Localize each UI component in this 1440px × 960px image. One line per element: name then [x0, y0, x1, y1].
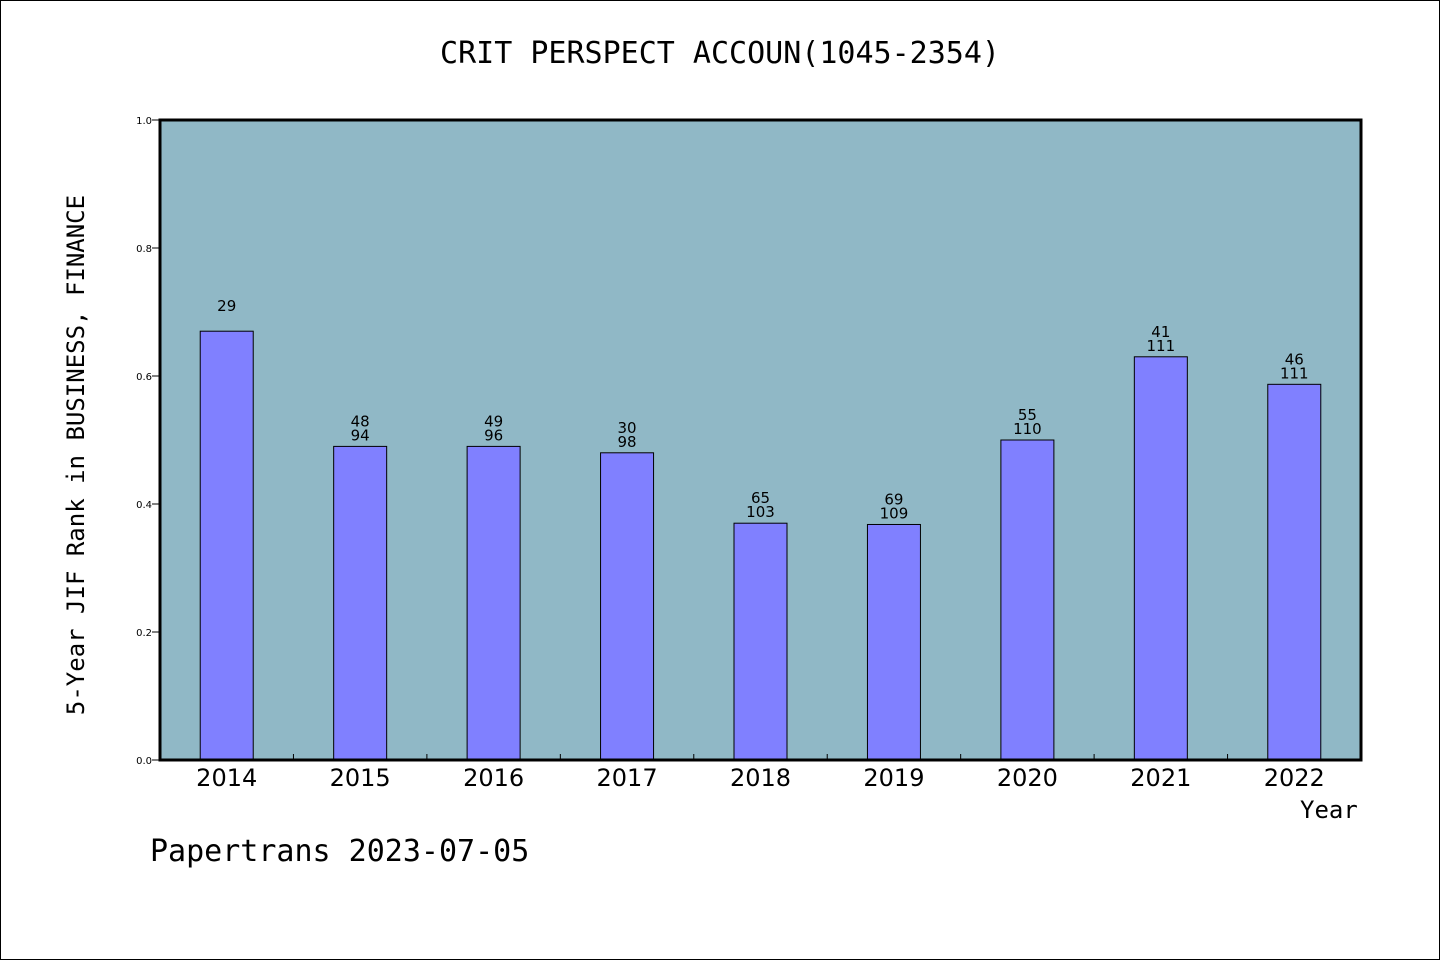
- bar-data-label: 111: [1147, 337, 1176, 355]
- x-tick-label: 2021: [1130, 764, 1191, 792]
- bar-data-label: 41: [1151, 323, 1170, 341]
- bar: [1000, 439, 1055, 761]
- bar-data-label: 65: [751, 489, 770, 507]
- chart-title: CRIT PERSPECT ACCOUN(1045-2354): [440, 36, 1000, 71]
- bar-data-label: 94: [351, 426, 370, 444]
- x-tick-label: 2020: [997, 764, 1058, 792]
- bar-data-label: 96: [484, 426, 503, 444]
- bar: [866, 523, 921, 761]
- x-tick-label: 2015: [330, 764, 391, 792]
- bar-data-label: 103: [746, 503, 775, 521]
- bar-data-label: 49: [484, 412, 503, 430]
- y-tick-label: 0.2: [136, 628, 152, 639]
- bar: [733, 522, 788, 761]
- bar-data-label: 109: [880, 504, 909, 522]
- y-tick-label: 0.0: [136, 756, 152, 767]
- bar-data-label: 98: [618, 433, 637, 451]
- x-tick-label: 2014: [196, 764, 257, 792]
- y-tick-label: 0.4: [136, 500, 152, 511]
- bar: [199, 330, 254, 761]
- y-tick-label: 1.0: [136, 116, 152, 127]
- x-tick-label: 2016: [463, 764, 524, 792]
- bar-data-label: 55: [1018, 406, 1037, 424]
- plot-border: [158, 118, 1363, 762]
- bar-data-label: 69: [884, 490, 903, 508]
- bar-data-label: 110: [1013, 420, 1042, 438]
- y-tick-label: 0.8: [136, 244, 152, 255]
- bar-data-label: 111: [1280, 364, 1309, 382]
- x-axis-label: Year: [1300, 796, 1358, 824]
- bar-data-label: 46: [1285, 350, 1304, 368]
- bar-data-label: 29: [217, 297, 236, 315]
- bar: [333, 445, 388, 761]
- bar: [1133, 356, 1188, 761]
- bar-data-label: 30: [618, 419, 637, 437]
- x-tick-label: 2019: [863, 764, 924, 792]
- bar: [466, 445, 521, 761]
- x-tick-label: 2022: [1264, 764, 1325, 792]
- y-tick-label: 0.6: [136, 372, 152, 383]
- x-tick-label: 2018: [730, 764, 791, 792]
- bar-data-label: 48: [351, 412, 370, 430]
- x-tick-label: 2017: [597, 764, 658, 792]
- bar: [600, 452, 655, 761]
- bar: [1267, 383, 1322, 761]
- footer-credit: Papertrans 2023-07-05: [150, 834, 530, 869]
